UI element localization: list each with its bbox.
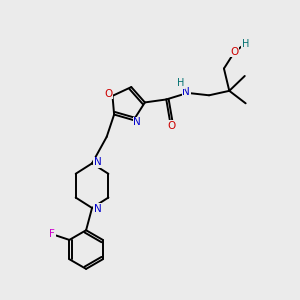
Text: H: H (242, 39, 249, 49)
Text: N: N (94, 204, 101, 214)
Text: N: N (133, 117, 141, 127)
Text: H: H (178, 78, 185, 88)
Text: N: N (182, 87, 190, 97)
Text: O: O (167, 121, 176, 130)
Text: O: O (104, 89, 112, 99)
Text: N: N (94, 158, 101, 167)
Text: O: O (230, 47, 239, 57)
Text: F: F (50, 229, 56, 239)
